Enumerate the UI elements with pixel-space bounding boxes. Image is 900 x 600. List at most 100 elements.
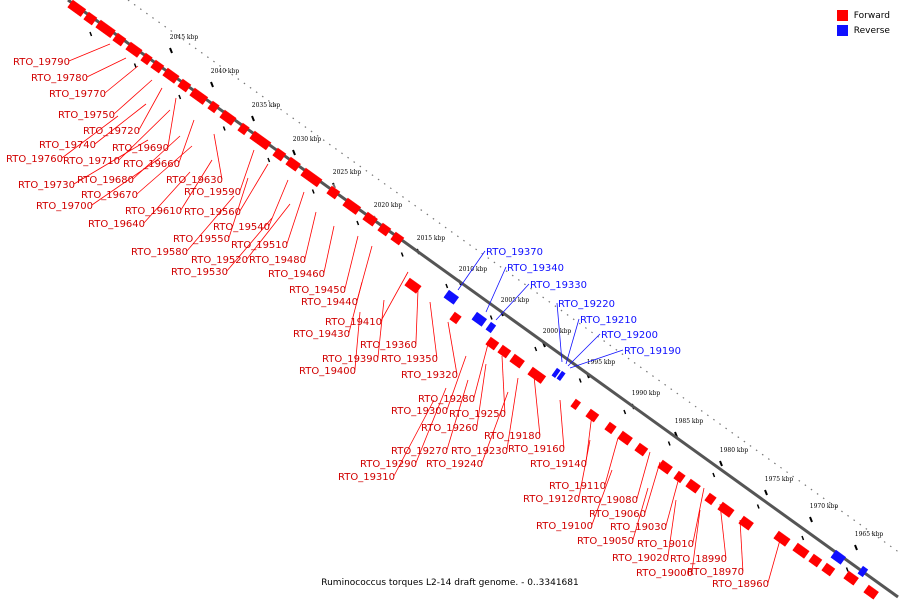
forward-gene[interactable] [509, 351, 527, 369]
forward-gene[interactable] [843, 568, 861, 586]
reverse-gene[interactable] [556, 368, 568, 382]
forward-gene[interactable] [95, 17, 118, 39]
forward-gene-label[interactable]: RTO_19050 [577, 536, 634, 547]
reverse-gene-label[interactable]: RTO_19340 [507, 263, 564, 274]
forward-gene[interactable] [207, 98, 222, 114]
forward-gene-label[interactable]: RTO_18990 [670, 554, 727, 565]
forward-gene-label[interactable]: RTO_19530 [171, 267, 228, 278]
forward-gene-label[interactable]: RTO_19060 [589, 509, 646, 520]
forward-gene-label[interactable]: RTO_19410 [325, 317, 382, 328]
forward-gene-label[interactable]: RTO_19290 [360, 459, 417, 470]
forward-gene-label[interactable]: RTO_19260 [421, 423, 478, 434]
forward-gene-label[interactable]: RTO_19270 [391, 446, 448, 457]
forward-gene-label[interactable]: RTO_19350 [381, 354, 438, 365]
forward-gene[interactable] [390, 229, 406, 246]
forward-gene-label[interactable]: RTO_19240 [426, 459, 483, 470]
forward-gene-label[interactable]: RTO_19080 [581, 495, 638, 506]
reverse-gene-label[interactable]: RTO_19210 [580, 315, 637, 326]
forward-gene[interactable] [821, 560, 837, 577]
forward-gene[interactable] [673, 468, 688, 484]
reverse-gene-label[interactable]: RTO_19330 [530, 280, 587, 291]
forward-gene[interactable] [570, 396, 583, 411]
forward-gene-label[interactable]: RTO_19790 [13, 57, 70, 68]
reverse-gene[interactable] [443, 287, 461, 305]
forward-gene[interactable] [326, 183, 342, 200]
reverse-gene[interactable] [857, 563, 870, 578]
forward-gene[interactable] [219, 107, 239, 126]
forward-gene-label[interactable]: RTO_19010 [637, 539, 694, 550]
reverse-gene-label[interactable]: RTO_19370 [486, 247, 543, 258]
forward-gene[interactable] [485, 334, 501, 351]
forward-gene-label[interactable]: RTO_18960 [712, 579, 769, 590]
forward-gene-label[interactable]: RTO_19770 [49, 89, 106, 100]
forward-gene-label[interactable]: RTO_19030 [610, 522, 667, 533]
forward-gene-label[interactable]: RTO_19780 [31, 73, 88, 84]
forward-gene[interactable] [657, 457, 675, 475]
forward-gene[interactable] [738, 513, 756, 531]
forward-gene-label[interactable]: RTO_19110 [549, 481, 606, 492]
forward-gene[interactable] [300, 165, 324, 188]
forward-gene[interactable] [497, 342, 513, 359]
forward-gene[interactable] [362, 209, 380, 227]
forward-gene-label[interactable]: RTO_19310 [338, 472, 395, 483]
forward-gene[interactable] [717, 499, 737, 518]
forward-gene-label[interactable]: RTO_19280 [418, 394, 475, 405]
forward-gene[interactable] [342, 195, 363, 215]
forward-gene-label[interactable]: RTO_19720 [83, 126, 140, 137]
forward-gene-label[interactable]: RTO_19480 [249, 255, 306, 266]
forward-gene[interactable] [150, 57, 166, 74]
forward-gene[interactable] [67, 0, 88, 17]
forward-gene[interactable] [792, 540, 812, 559]
reverse-gene[interactable] [485, 319, 498, 334]
forward-gene[interactable] [604, 419, 619, 435]
forward-gene[interactable] [685, 476, 703, 494]
forward-gene[interactable] [377, 220, 393, 237]
forward-gene-label[interactable]: RTO_19750 [58, 110, 115, 121]
forward-gene-label[interactable]: RTO_19360 [360, 340, 417, 351]
forward-gene-label[interactable]: RTO_19400 [299, 366, 356, 377]
forward-gene-label[interactable]: RTO_19640 [88, 219, 145, 230]
forward-gene-label[interactable]: RTO_19430 [293, 329, 350, 340]
forward-gene-label[interactable]: RTO_18970 [687, 567, 744, 578]
forward-gene[interactable] [140, 50, 155, 66]
reverse-gene-label[interactable]: RTO_19220 [558, 299, 615, 310]
forward-gene[interactable] [808, 551, 824, 568]
forward-gene-label[interactable]: RTO_19520 [191, 255, 248, 266]
forward-gene-label[interactable]: RTO_19180 [484, 431, 541, 442]
forward-gene[interactable] [527, 364, 548, 384]
forward-gene-label[interactable]: RTO_19710 [63, 156, 120, 167]
forward-gene-label[interactable]: RTO_19120 [523, 494, 580, 505]
forward-gene[interactable] [773, 528, 793, 547]
forward-gene-label[interactable]: RTO_19300 [391, 406, 448, 417]
forward-gene-label[interactable]: RTO_19100 [536, 521, 593, 532]
forward-gene-label[interactable]: RTO_19540 [213, 222, 270, 233]
forward-gene-label[interactable]: RTO_19580 [131, 247, 188, 258]
forward-gene-label[interactable]: RTO_19670 [81, 190, 138, 201]
forward-gene-label[interactable]: RTO_19680 [77, 175, 134, 186]
reverse-gene[interactable] [551, 365, 563, 379]
forward-gene[interactable] [404, 275, 424, 294]
forward-gene-label[interactable]: RTO_19440 [301, 297, 358, 308]
forward-gene-label[interactable]: RTO_19550 [173, 234, 230, 245]
forward-gene[interactable] [585, 406, 601, 423]
forward-gene-label[interactable]: RTO_19320 [401, 370, 458, 381]
forward-gene-label[interactable]: RTO_19660 [123, 159, 180, 170]
forward-gene[interactable] [704, 490, 719, 506]
forward-gene-label[interactable]: RTO_19700 [36, 201, 93, 212]
forward-gene[interactable] [83, 9, 99, 26]
forward-gene-label[interactable]: RTO_19140 [530, 459, 587, 470]
reverse-gene[interactable] [830, 547, 848, 565]
forward-gene-label[interactable]: RTO_19760 [6, 154, 63, 165]
forward-gene[interactable] [449, 309, 464, 325]
forward-gene[interactable] [112, 30, 128, 47]
forward-gene-label[interactable]: RTO_19390 [322, 354, 379, 365]
forward-gene-label[interactable]: RTO_19250 [449, 409, 506, 420]
forward-gene[interactable] [125, 39, 145, 58]
reverse-gene-label[interactable]: RTO_19200 [601, 330, 658, 341]
forward-gene[interactable] [285, 154, 303, 172]
forward-gene-label[interactable]: RTO_19730 [18, 180, 75, 191]
forward-gene[interactable] [617, 428, 635, 446]
forward-gene-label[interactable]: RTO_19560 [184, 207, 241, 218]
forward-gene-label[interactable]: RTO_19460 [268, 269, 325, 280]
forward-gene[interactable] [249, 128, 273, 151]
